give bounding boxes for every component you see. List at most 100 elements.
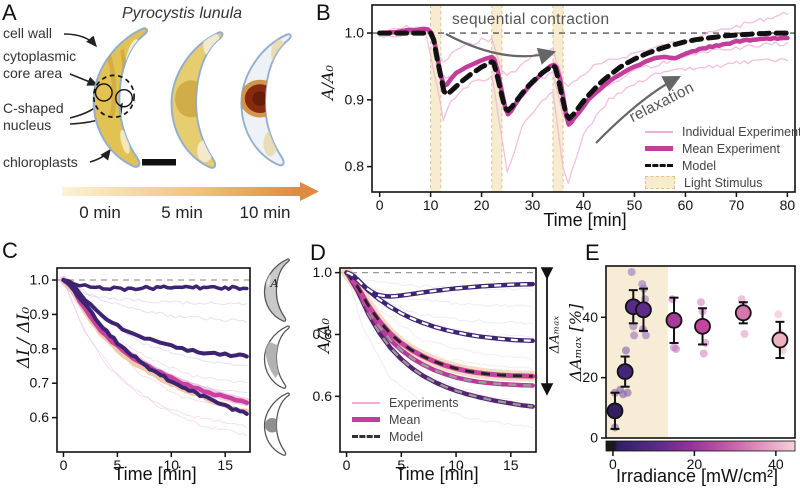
d-y-axis-label: A/A₀ bbox=[314, 318, 333, 353]
svg-text:0: 0 bbox=[343, 457, 351, 473]
panel-b-chart: 0 10 20 30 40 50 60 70 80 0.8 0.9 1.0 bbox=[345, 4, 796, 213]
scale-bar bbox=[142, 159, 176, 166]
time-5min: 5 min bbox=[161, 203, 203, 222]
legend-item: Mean bbox=[352, 411, 458, 428]
svg-text:0: 0 bbox=[609, 456, 617, 472]
legend-swatch-dash bbox=[352, 435, 380, 438]
legend-swatch-thick bbox=[645, 146, 673, 151]
svg-text:0: 0 bbox=[376, 197, 384, 213]
svg-text:15: 15 bbox=[217, 457, 233, 473]
species-title: Pyrocystis lunula bbox=[122, 5, 242, 22]
panel-d-legend: Experiments Mean Model bbox=[352, 394, 458, 445]
label-chloroplasts: chloroplasts bbox=[3, 154, 78, 170]
panel-c-letter: C bbox=[2, 238, 18, 263]
svg-text:60: 60 bbox=[678, 197, 694, 213]
svg-text:10: 10 bbox=[164, 457, 180, 473]
svg-text:15: 15 bbox=[503, 457, 519, 473]
area-symbol: A bbox=[269, 277, 278, 290]
cell-0min bbox=[92, 27, 148, 168]
svg-text:40: 40 bbox=[768, 456, 784, 472]
e-y-axis-label: ΔAₘₐₓ [%] bbox=[566, 303, 585, 382]
legend-label: Model bbox=[682, 158, 717, 173]
svg-text:30: 30 bbox=[525, 197, 541, 213]
legend-swatch-dash bbox=[645, 164, 673, 167]
svg-text:50: 50 bbox=[627, 197, 643, 213]
cell-state-icons: A bbox=[256, 258, 306, 459]
legend-swatch-thin bbox=[645, 130, 673, 133]
nucleus-circle-right bbox=[115, 88, 134, 108]
svg-text:40: 40 bbox=[576, 197, 592, 213]
legend-item: Light Stimulus bbox=[645, 174, 800, 191]
svg-text:0: 0 bbox=[590, 430, 598, 446]
cell-icon-relaxed: A bbox=[263, 258, 290, 322]
svg-text:0.6: 0.6 bbox=[313, 388, 333, 404]
svg-text:0.8: 0.8 bbox=[313, 326, 333, 342]
b-y-axis-label: A/A₀ bbox=[318, 65, 337, 100]
svg-text:40: 40 bbox=[582, 309, 598, 325]
d-x-axis-label: Time [min] bbox=[395, 464, 479, 484]
svg-text:0.9: 0.9 bbox=[345, 91, 365, 107]
panel-d-annotations bbox=[540, 267, 554, 396]
cell-10min bbox=[240, 33, 292, 167]
svg-text:1.0: 1.0 bbox=[30, 272, 50, 288]
legend-item: Experiments bbox=[352, 394, 458, 411]
svg-text:70: 70 bbox=[729, 197, 745, 213]
svg-text:20: 20 bbox=[687, 456, 703, 472]
legend-swatch-thin bbox=[352, 401, 380, 404]
label-cytoplasmic: cytoplasmic bbox=[3, 48, 76, 64]
legend-label: Mean Experiment bbox=[682, 141, 780, 156]
time-0min: 0 min bbox=[79, 203, 121, 222]
panel-a-letter: A bbox=[2, 0, 17, 25]
svg-text:20: 20 bbox=[582, 369, 598, 385]
cell-5min bbox=[170, 31, 224, 169]
cell-icon-contracting bbox=[263, 325, 290, 389]
svg-text:0.9: 0.9 bbox=[30, 306, 50, 322]
e-x-axis-label: Irradiance [mW/cm²] bbox=[615, 466, 779, 486]
svg-text:0.8: 0.8 bbox=[30, 340, 50, 356]
label-c-shaped: C-shaped bbox=[3, 100, 64, 116]
svg-text:1.0: 1.0 bbox=[345, 25, 365, 41]
svg-text:10: 10 bbox=[423, 197, 439, 213]
time-10min: 10 min bbox=[239, 203, 290, 222]
legend-label: Model bbox=[389, 429, 424, 444]
time-gradient-arrow bbox=[62, 182, 319, 201]
svg-text:0.8: 0.8 bbox=[345, 158, 365, 174]
b-x-axis-label: Time [min] bbox=[543, 210, 627, 230]
panel-a-micrographs: Pyrocystis lunula cell wall cytoplasmic … bbox=[3, 5, 319, 222]
panel-b-legend: Individual Experiment Mean Experiment Mode… bbox=[645, 123, 800, 191]
sequential-contraction-label: sequential contraction bbox=[452, 11, 610, 28]
c-y-axis-label: ΔI / ΔI₀ bbox=[14, 306, 34, 369]
panel-d-chart: 0 5 10 15 0.6 0.8 1.0 bbox=[313, 264, 539, 473]
label-nucleus: nucleus bbox=[3, 117, 51, 133]
c-x-axis-label: Time [min] bbox=[113, 464, 197, 484]
svg-text:80: 80 bbox=[780, 197, 796, 213]
legend-swatch-band bbox=[645, 176, 675, 189]
legend-label: Individual Experiment bbox=[682, 124, 800, 139]
svg-text:0.7: 0.7 bbox=[30, 375, 50, 391]
svg-text:1.0: 1.0 bbox=[313, 264, 333, 280]
panel-e-chart: 0 20 40 0 20 40 bbox=[582, 265, 796, 472]
panel-b-letter: B bbox=[316, 0, 331, 25]
panel-c-chart: 0 5 10 15 0.6 0.7 0.8 0.9 1.0 bbox=[30, 267, 251, 473]
legend-item: Individual Experiment bbox=[645, 123, 800, 140]
panel-d-letter: D bbox=[310, 240, 326, 265]
legend-item: Model bbox=[352, 428, 458, 445]
legend-item: Model bbox=[645, 157, 800, 174]
core-area-outline bbox=[92, 74, 135, 119]
cell-icon-contracted bbox=[263, 392, 290, 456]
svg-text:5: 5 bbox=[397, 457, 405, 473]
svg-text:5: 5 bbox=[113, 457, 121, 473]
legend-label: Experiments bbox=[389, 395, 459, 410]
legend-label: Mean bbox=[389, 412, 421, 427]
svg-text:0.6: 0.6 bbox=[30, 409, 50, 425]
label-cell-wall: cell wall bbox=[3, 25, 52, 41]
legend-swatch-thick bbox=[352, 417, 380, 422]
label-core-area: core area bbox=[3, 65, 62, 81]
legend-item: Mean Experiment bbox=[645, 140, 800, 157]
svg-text:10: 10 bbox=[448, 457, 464, 473]
svg-text:20: 20 bbox=[474, 197, 490, 213]
svg-text:0: 0 bbox=[60, 457, 68, 473]
nucleus-circle-left bbox=[94, 83, 113, 102]
panel-e-letter: E bbox=[585, 240, 600, 265]
